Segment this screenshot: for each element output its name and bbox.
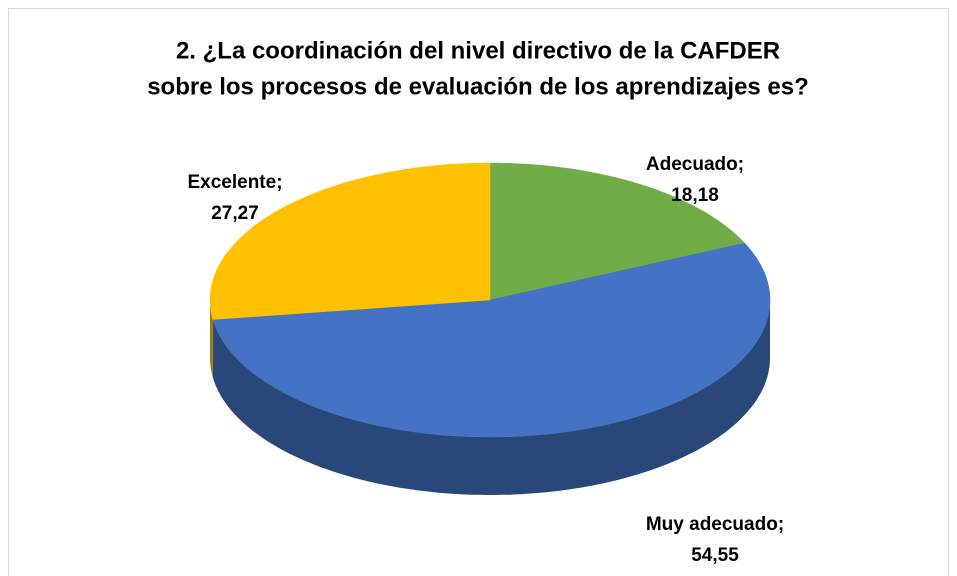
chart-title: sobre los procesos de evaluación de los … <box>147 73 809 100</box>
data-label: Muy adecuado; <box>646 514 784 535</box>
label-separator: ; <box>778 514 784 535</box>
category-name: Adecuado <box>646 154 738 175</box>
slice-side <box>210 300 213 378</box>
slice-side <box>212 300 771 495</box>
category-name: Muy adecuado <box>646 514 778 535</box>
value-label: 54,55 <box>691 545 739 566</box>
slice <box>489 162 746 301</box>
data-label: Excelente; <box>187 172 282 193</box>
label-separator: ; <box>738 154 744 175</box>
value-label: 27,27 <box>211 203 259 224</box>
slice <box>212 242 771 438</box>
slice <box>209 162 491 320</box>
value-label: 18,18 <box>671 185 719 206</box>
label-separator: ; <box>276 172 282 193</box>
category-name: Excelente <box>187 172 276 193</box>
data-label: Adecuado; <box>646 154 744 175</box>
chart-title: 2. ¿La coordinación del nivel directivo … <box>176 37 780 64</box>
